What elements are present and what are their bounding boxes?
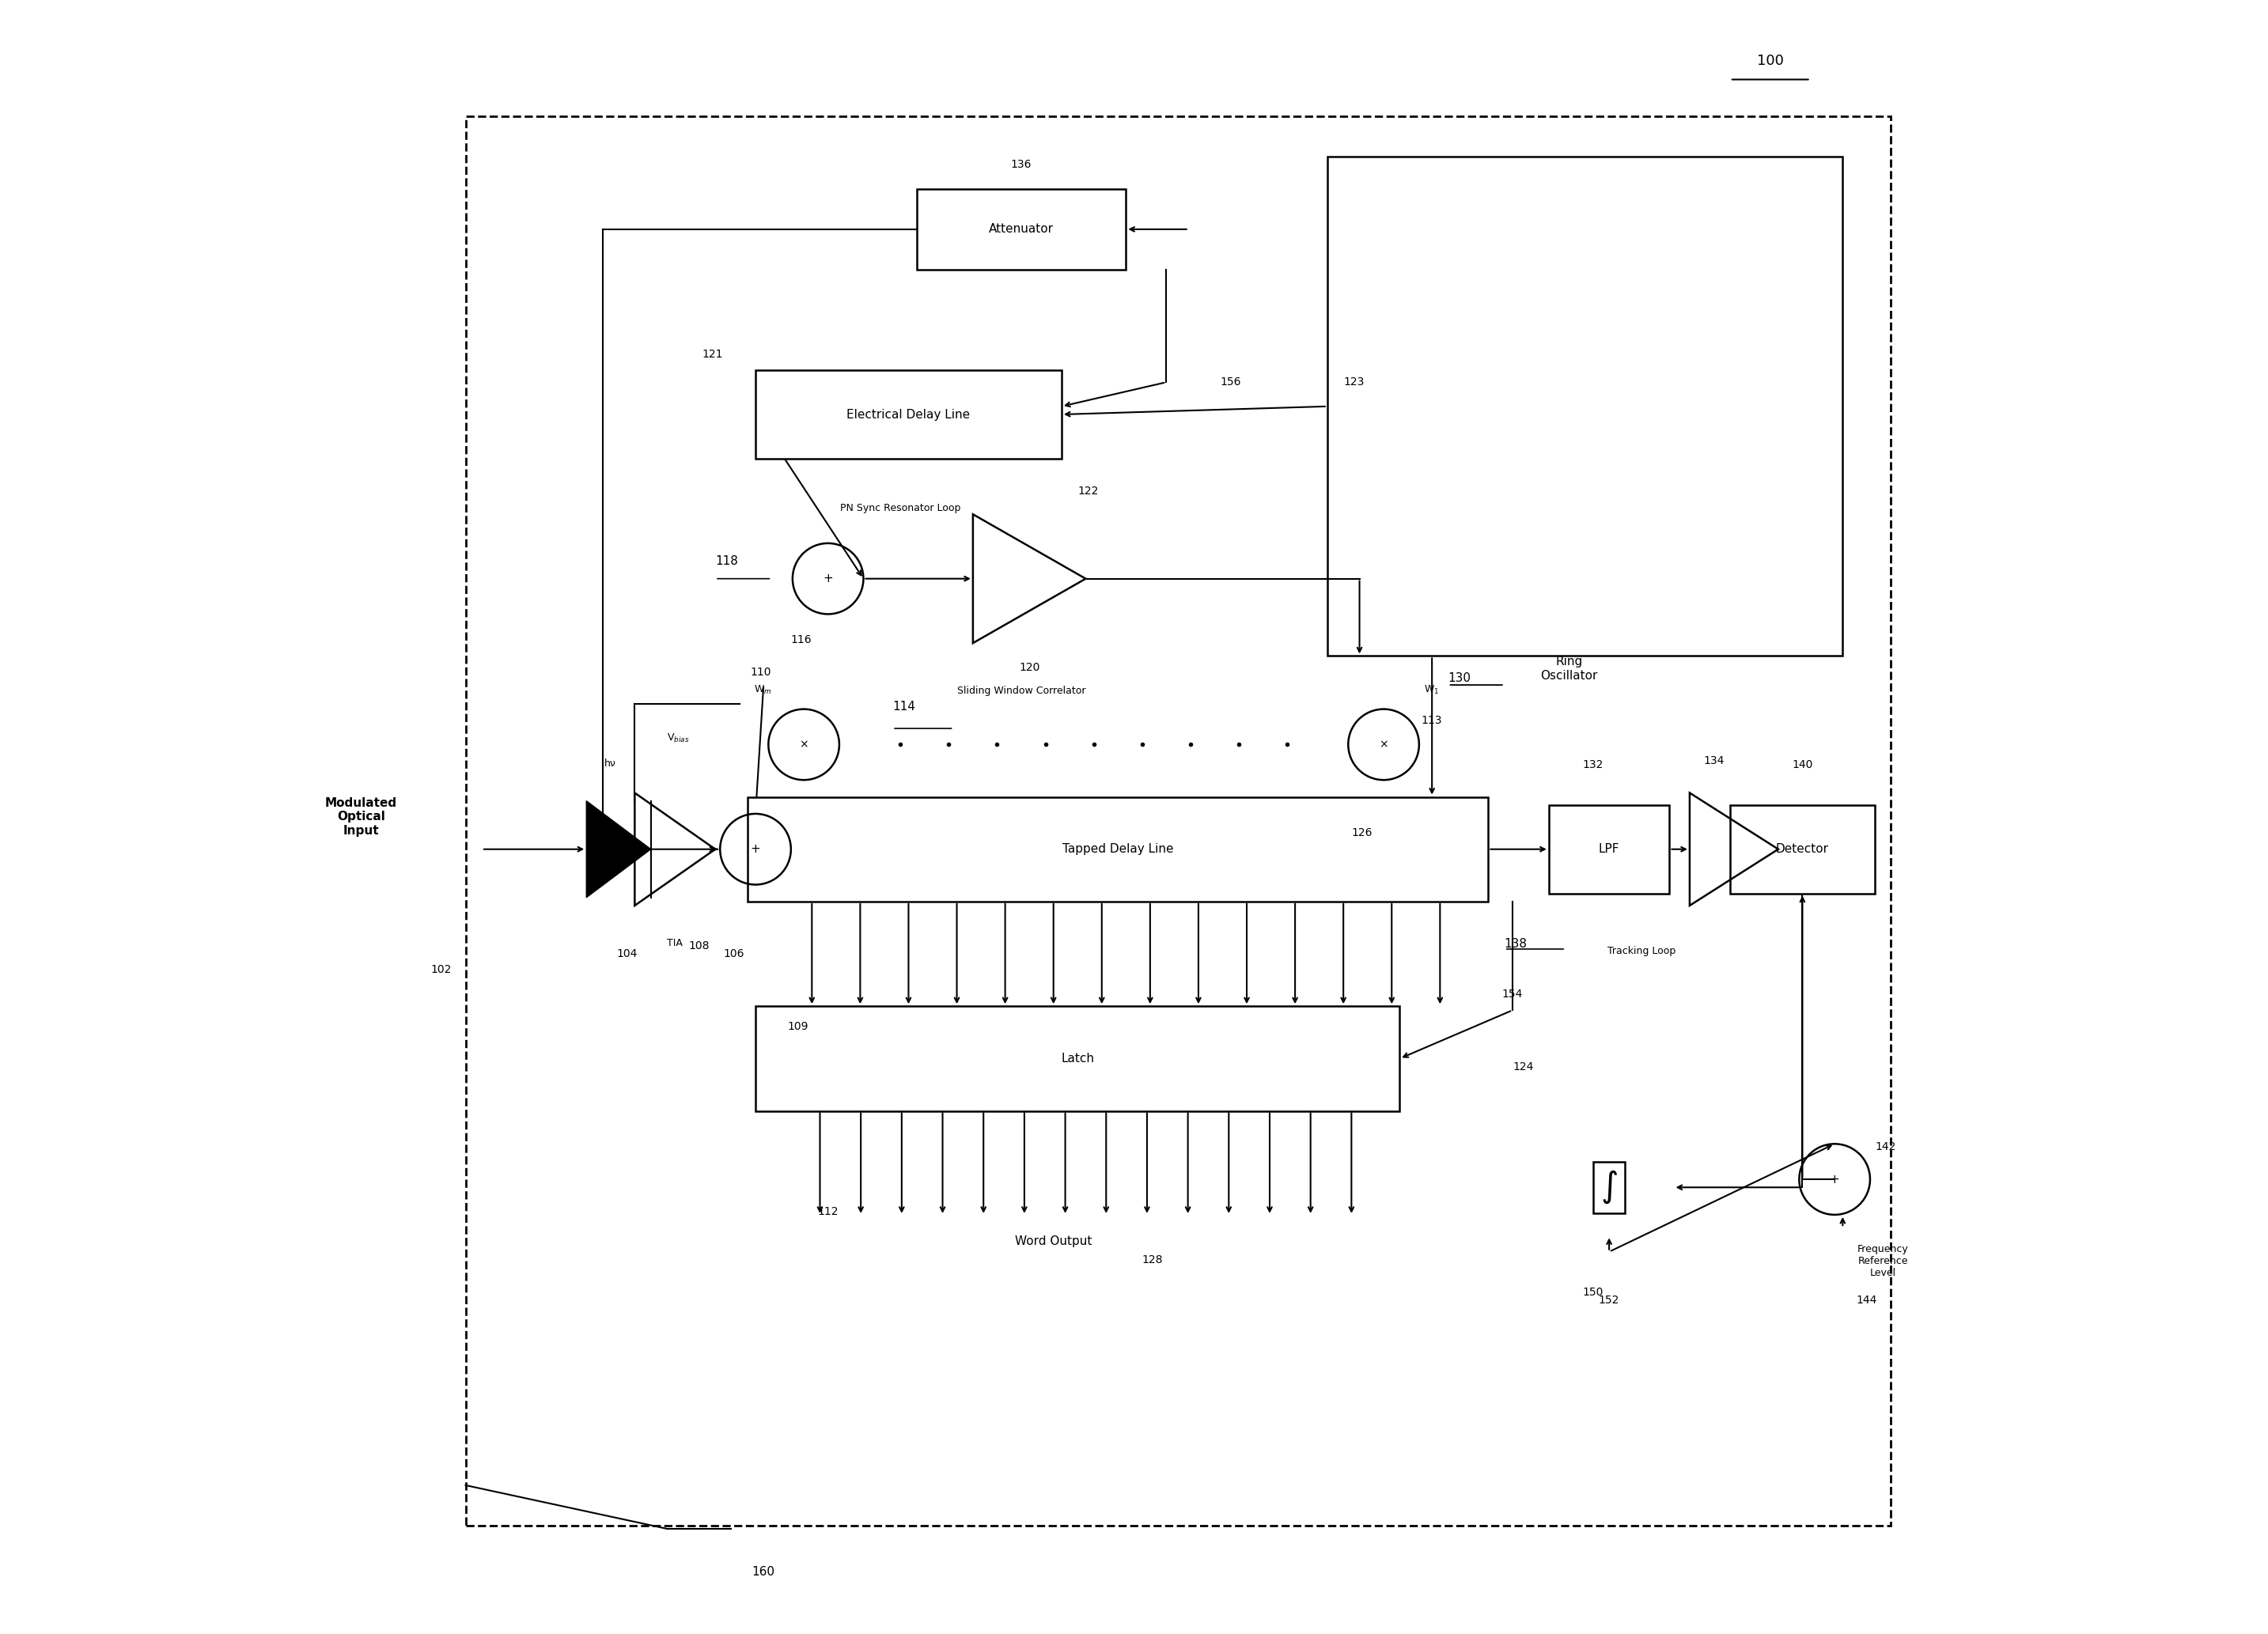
Text: 109: 109 — [787, 1021, 810, 1033]
Text: Electrical Delay Line: Electrical Delay Line — [846, 408, 971, 420]
Text: Modulated
Optical
Input: Modulated Optical Input — [324, 797, 397, 837]
Text: Ring
Oscillator: Ring Oscillator — [1540, 655, 1597, 681]
Text: TIA: TIA — [667, 938, 683, 948]
Text: Sliding Window Correlator: Sliding Window Correlator — [957, 686, 1086, 696]
Text: 102: 102 — [431, 964, 451, 975]
Text: PN Sync Resonator Loop: PN Sync Resonator Loop — [839, 503, 962, 513]
Text: 114: 114 — [891, 701, 916, 712]
FancyBboxPatch shape — [1327, 157, 1842, 655]
Text: +: + — [1830, 1173, 1839, 1185]
Text: 118: 118 — [714, 556, 737, 567]
Text: W$_m$: W$_m$ — [753, 685, 771, 696]
Text: Attenuator: Attenuator — [989, 224, 1055, 235]
FancyBboxPatch shape — [1549, 806, 1669, 894]
Text: 152: 152 — [1599, 1294, 1619, 1306]
Text: 150: 150 — [1583, 1286, 1603, 1297]
Text: 108: 108 — [689, 940, 710, 951]
Text: 132: 132 — [1583, 760, 1603, 770]
Text: 130: 130 — [1447, 672, 1472, 685]
Text: 121: 121 — [703, 348, 723, 359]
FancyBboxPatch shape — [748, 797, 1488, 902]
Text: 113: 113 — [1422, 714, 1442, 725]
Text: 160: 160 — [753, 1565, 776, 1578]
Text: 123: 123 — [1343, 377, 1365, 387]
Text: 126: 126 — [1352, 827, 1372, 838]
Text: 112: 112 — [816, 1206, 839, 1217]
Text: 134: 134 — [1703, 755, 1724, 766]
Text: 128: 128 — [1143, 1255, 1163, 1265]
FancyBboxPatch shape — [465, 116, 1892, 1526]
Text: V$_{bias}$: V$_{bias}$ — [667, 732, 689, 745]
Text: +: + — [823, 574, 832, 585]
Text: 138: 138 — [1504, 938, 1526, 949]
Text: 154: 154 — [1501, 989, 1522, 1000]
Text: 144: 144 — [1857, 1294, 1878, 1306]
Text: Frequency
Reference
Level: Frequency Reference Level — [1857, 1243, 1910, 1278]
FancyBboxPatch shape — [916, 190, 1125, 270]
Text: +: + — [751, 843, 760, 855]
Text: 122: 122 — [1077, 485, 1098, 497]
FancyBboxPatch shape — [755, 1007, 1399, 1111]
Text: 120: 120 — [1018, 662, 1039, 673]
Text: 116: 116 — [792, 634, 812, 645]
Text: 106: 106 — [723, 948, 744, 959]
Text: 142: 142 — [1876, 1142, 1896, 1152]
Text: Tracking Loop: Tracking Loop — [1608, 946, 1676, 956]
Text: Detector: Detector — [1776, 843, 1828, 855]
Text: 124: 124 — [1513, 1060, 1533, 1072]
Text: LPF: LPF — [1599, 843, 1619, 855]
Text: 100: 100 — [1758, 54, 1783, 69]
Text: 140: 140 — [1792, 760, 1812, 770]
FancyBboxPatch shape — [1730, 806, 1876, 894]
Text: $\times$: $\times$ — [798, 739, 807, 750]
Text: 136: 136 — [1012, 158, 1032, 170]
Text: hν: hν — [606, 758, 617, 768]
Polygon shape — [587, 801, 651, 897]
Text: W$_1$: W$_1$ — [1424, 685, 1440, 696]
Text: 110: 110 — [751, 667, 771, 678]
Text: $\times$: $\times$ — [1379, 739, 1388, 750]
FancyBboxPatch shape — [755, 371, 1061, 459]
Text: $\int$: $\int$ — [1601, 1168, 1617, 1206]
Text: Word Output: Word Output — [1016, 1235, 1091, 1247]
Text: Latch: Latch — [1061, 1052, 1093, 1064]
Text: Tapped Delay Line: Tapped Delay Line — [1061, 843, 1173, 855]
Text: 156: 156 — [1220, 377, 1241, 387]
Text: 104: 104 — [617, 948, 637, 959]
